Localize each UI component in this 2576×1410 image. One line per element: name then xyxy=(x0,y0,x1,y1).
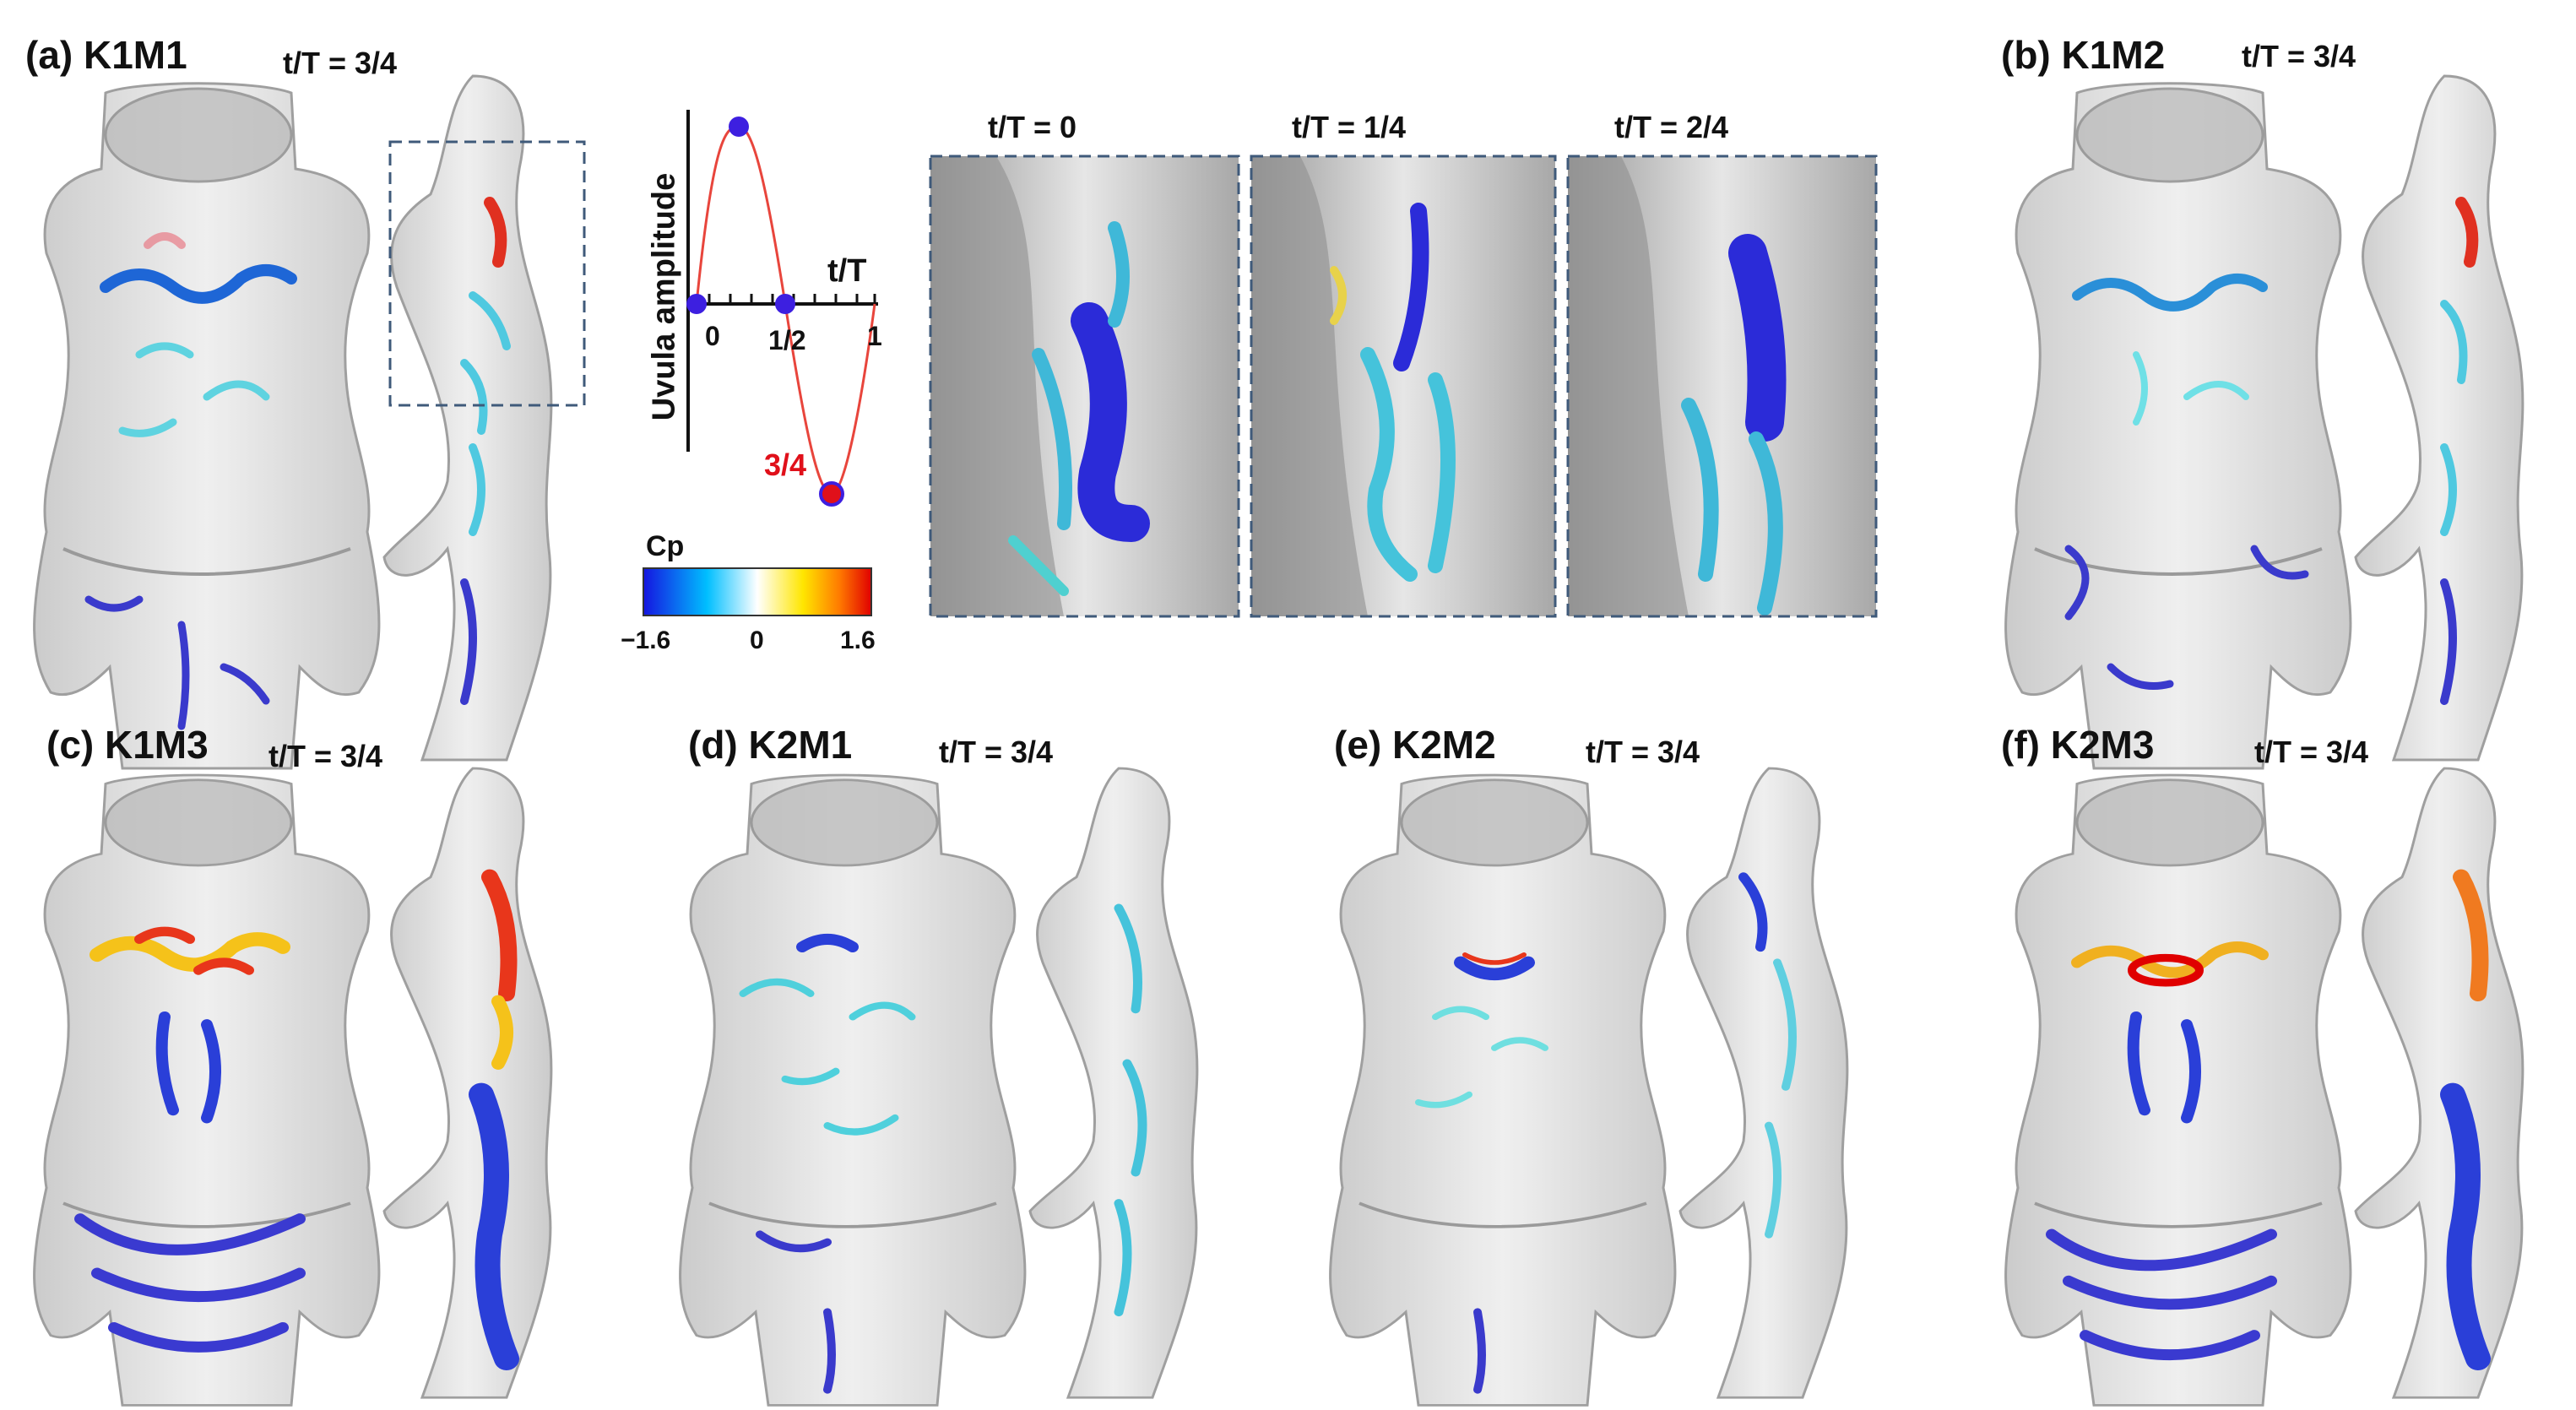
panel-d-side-view xyxy=(1028,767,1199,1399)
colorbar-label: Cp xyxy=(646,530,685,562)
panel-a-time: t/T = 3/4 xyxy=(283,46,398,80)
panel-f-front-view xyxy=(2004,773,2352,1407)
zoom-view-2 xyxy=(1566,155,1878,618)
panel-c-time: t/T = 3/4 xyxy=(268,739,383,773)
zoom-view-2-time: t/T = 2/4 xyxy=(1614,110,1729,144)
panel-e-time: t/T = 3/4 xyxy=(1586,735,1700,769)
panel-d-time: t/T = 3/4 xyxy=(939,735,1054,769)
uvula-xlabel: t/T xyxy=(827,253,867,289)
panel-f-title: (f) K2M3 xyxy=(2001,723,2155,767)
panel-e-side-view xyxy=(1678,767,1849,1399)
panel-b-title: (b) K1M2 xyxy=(2001,33,2166,77)
colorbar xyxy=(643,567,872,616)
panel-a-front-view xyxy=(32,81,381,770)
panel-a-side-view xyxy=(382,74,553,762)
colorbar-max: 1.6 xyxy=(840,626,876,654)
panel-d-front-view xyxy=(678,773,1027,1407)
panel-b-time: t/T = 3/4 xyxy=(2242,39,2356,73)
zoom-view-0 xyxy=(929,155,1240,618)
panel-f-side-view xyxy=(2354,767,2524,1399)
uvula-ylabel: Uvula amplitude xyxy=(646,172,682,421)
zoom-view-1-time: t/T = 1/4 xyxy=(1292,110,1407,144)
panel-e-front-view xyxy=(1328,773,1677,1407)
panel-b-side-view xyxy=(2354,74,2524,762)
zoom-region-box xyxy=(388,140,586,407)
panel-b-front-view xyxy=(2004,81,2352,770)
panel-f-time: t/T = 3/4 xyxy=(2254,735,2369,769)
zoom-view-1 xyxy=(1250,155,1557,618)
uvula-tick-half: 1/2 xyxy=(768,325,806,355)
zoom-view-0-time: t/T = 0 xyxy=(988,110,1077,144)
uvula-tick-0: 0 xyxy=(705,321,720,351)
panel-c-front-view xyxy=(32,773,381,1407)
panel-c-title: (c) K1M3 xyxy=(46,723,209,767)
colorbar-mid: 0 xyxy=(750,626,764,654)
uvula-tick-1: 1 xyxy=(867,321,882,351)
colorbar-min: −1.6 xyxy=(621,626,671,654)
panel-c-side-view xyxy=(382,767,553,1399)
panel-d-title: (d) K2M1 xyxy=(688,723,853,767)
uvula-amplitude-plot xyxy=(686,110,878,507)
panel-a-title: (a) K1M1 xyxy=(25,33,187,77)
uvula-highlight-label: 3/4 xyxy=(764,447,807,482)
panel-e-title: (e) K2M2 xyxy=(1334,723,1496,767)
